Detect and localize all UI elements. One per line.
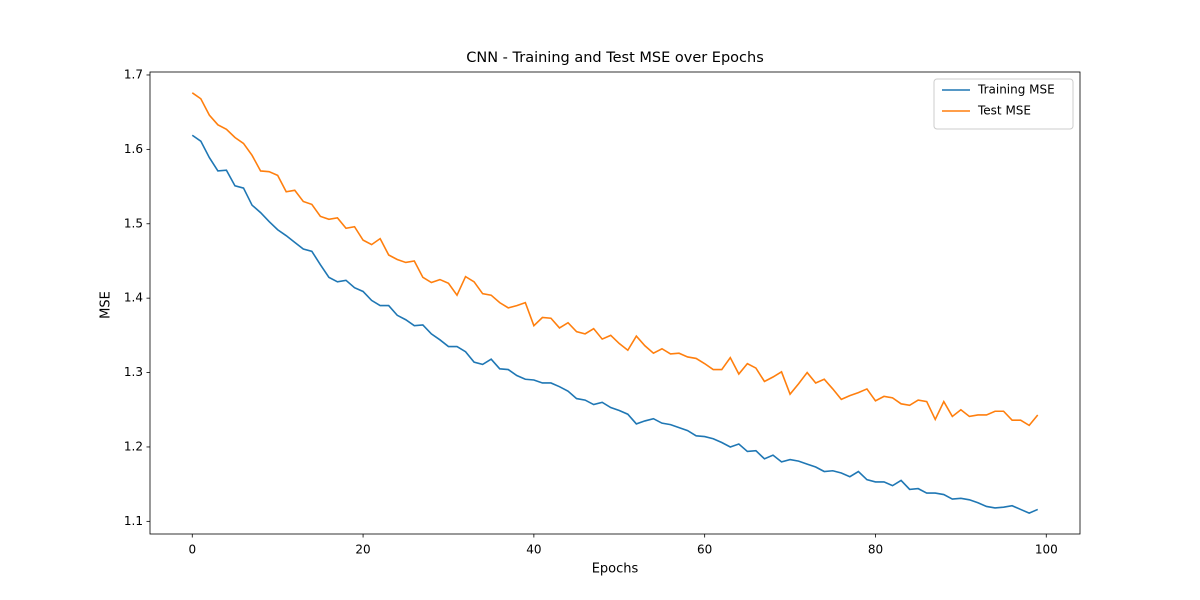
- legend-label: Test MSE: [977, 104, 1031, 118]
- chart-title: CNN - Training and Test MSE over Epochs: [466, 50, 764, 66]
- y-tick-label: 1.7: [124, 67, 143, 81]
- x-tick-label: 100: [1035, 543, 1058, 557]
- plot-frame: [149, 71, 1081, 535]
- y-tick-label: 1.2: [124, 439, 143, 453]
- y-tick-label: 1.5: [124, 216, 143, 230]
- y-tick-label: 1.3: [124, 365, 143, 379]
- x-tick-label: 60: [697, 543, 712, 557]
- x-tick-label: 40: [526, 543, 541, 557]
- line: [191, 134, 1039, 515]
- x-tick-label: 20: [355, 543, 370, 557]
- y-tick-label: 1.1: [124, 514, 143, 528]
- legend-box: [933, 78, 1074, 130]
- x-tick-label: 0: [188, 543, 196, 557]
- y-tick-label: 1.4: [124, 291, 143, 305]
- x-axis-label: Epochs: [592, 562, 639, 577]
- y-axis-label: MSE: [99, 291, 114, 319]
- x-tick-label: 80: [868, 543, 883, 557]
- legend-label: Training MSE: [977, 83, 1055, 97]
- y-tick-label: 1.6: [124, 142, 143, 156]
- line: [191, 92, 1039, 427]
